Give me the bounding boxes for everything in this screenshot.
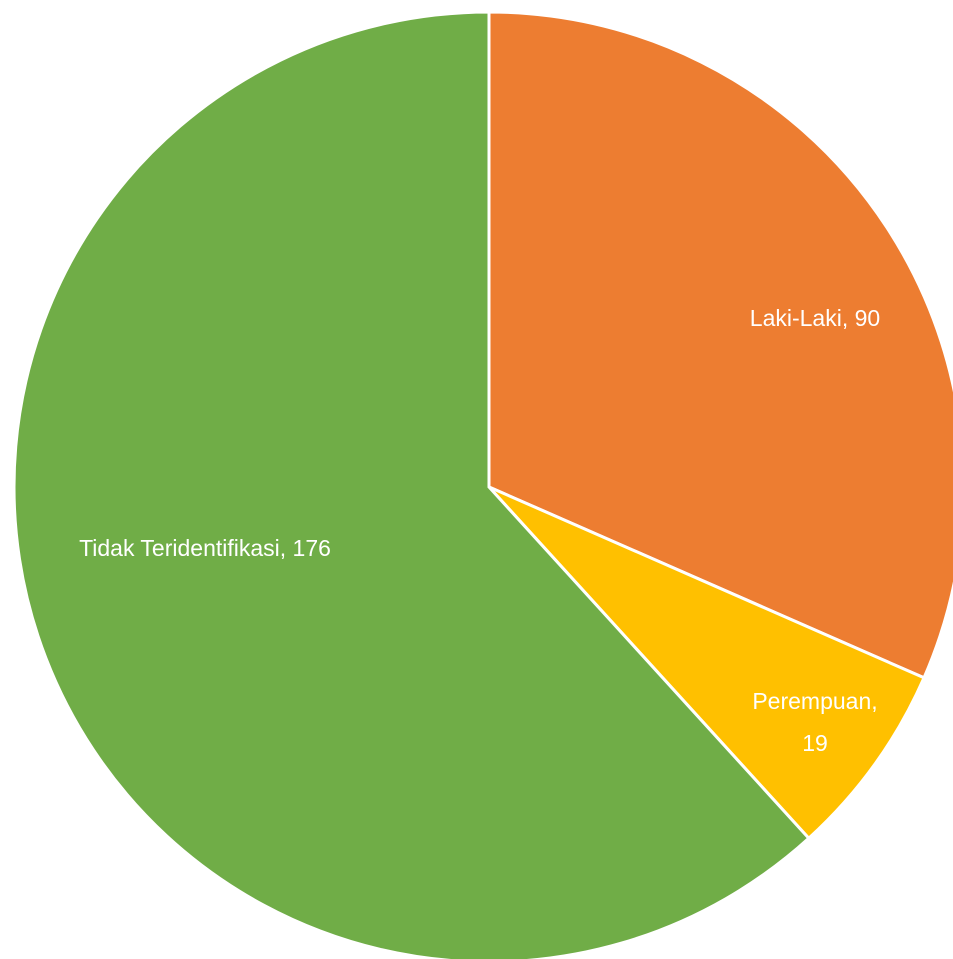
pie-slice — [487, 485, 926, 841]
data-label-line: Perempuan, — [752, 688, 877, 714]
pie-slice — [487, 10, 953, 680]
data-label-line: 19 — [802, 730, 828, 756]
data-label: Laki-Laki, 90 — [750, 305, 880, 331]
data-label: Perempuan, 19 — [752, 688, 877, 756]
data-label: Tidak Teridentifikasi, 176 — [79, 535, 331, 561]
pie-slice — [12, 10, 811, 959]
